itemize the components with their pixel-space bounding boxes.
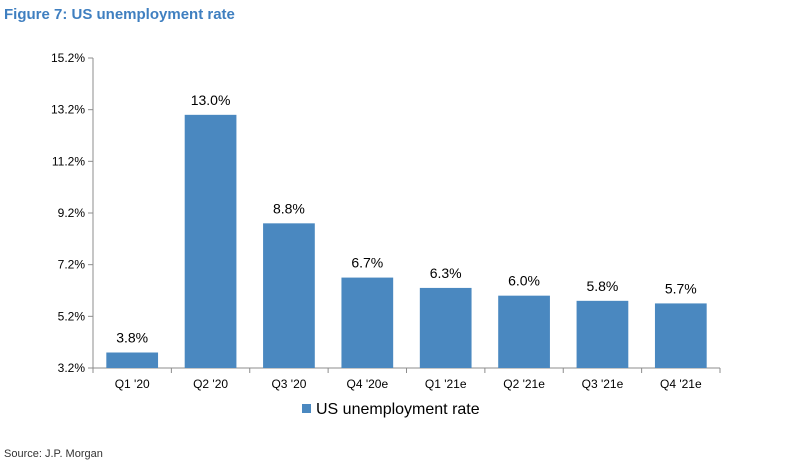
- bar: [576, 300, 629, 368]
- legend-label: US unemployment rate: [316, 401, 480, 418]
- bar: [419, 287, 472, 368]
- y-tick-label: 5.2%: [58, 309, 86, 323]
- y-tick-label: 15.2%: [51, 51, 85, 65]
- x-tick-label: Q3 '21e: [582, 377, 624, 391]
- data-label: 8.8%: [273, 200, 305, 216]
- figure-title: Figure 7: US unemployment rate: [4, 6, 235, 23]
- bar: [654, 303, 707, 368]
- legend-swatch: [302, 404, 311, 413]
- data-label: 6.0%: [508, 273, 540, 289]
- x-tick-label: Q1 '20: [115, 377, 150, 391]
- source-note: Source: J.P. Morgan: [4, 448, 103, 460]
- x-tick-label: Q3 '20: [271, 377, 306, 391]
- x-tick-label: Q2 '21e: [503, 377, 545, 391]
- x-tick-label: Q2 '20: [193, 377, 228, 391]
- x-tick-label: Q1 '21e: [425, 377, 467, 391]
- bar: [498, 295, 550, 368]
- y-tick-label: 11.2%: [52, 154, 85, 168]
- x-tick-label: Q4 '21e: [660, 377, 702, 391]
- y-tick-label: 3.2%: [58, 361, 86, 375]
- bar: [184, 114, 237, 368]
- data-label: 3.8%: [116, 330, 148, 346]
- data-labels: 3.8% 13.0% 8.8% 6.7% 6.3% 6.0% 5.8% 5.7%: [116, 92, 697, 346]
- data-label: 5.8%: [586, 278, 618, 294]
- data-label: 5.7%: [665, 280, 697, 296]
- x-axis: Q1 '20 Q2 '20 Q3 '20 Q4 '20e Q1 '21e Q2 '21e Q…: [92, 367, 721, 391]
- data-label: 6.7%: [351, 255, 383, 271]
- bar-chart: 3.2% 5.2% 7.2% 9.2% 11.2% 13.2% 15.2% Q1 '20 Q2…: [51, 51, 721, 418]
- y-tick-label: 9.2%: [58, 206, 86, 220]
- legend: US unemployment rate: [302, 401, 480, 418]
- x-tick-label: Q4 '20e: [346, 377, 388, 391]
- bar-series: [106, 114, 707, 368]
- y-tick-label: 13.2%: [51, 103, 85, 117]
- y-tick-label: 7.2%: [58, 258, 86, 272]
- bar: [341, 277, 394, 368]
- data-label: 6.3%: [430, 265, 462, 281]
- data-label: 13.0%: [191, 92, 231, 108]
- bar: [263, 223, 315, 368]
- bar: [106, 352, 159, 368]
- y-axis: 3.2% 5.2% 7.2% 9.2% 11.2% 13.2% 15.2%: [51, 51, 94, 375]
